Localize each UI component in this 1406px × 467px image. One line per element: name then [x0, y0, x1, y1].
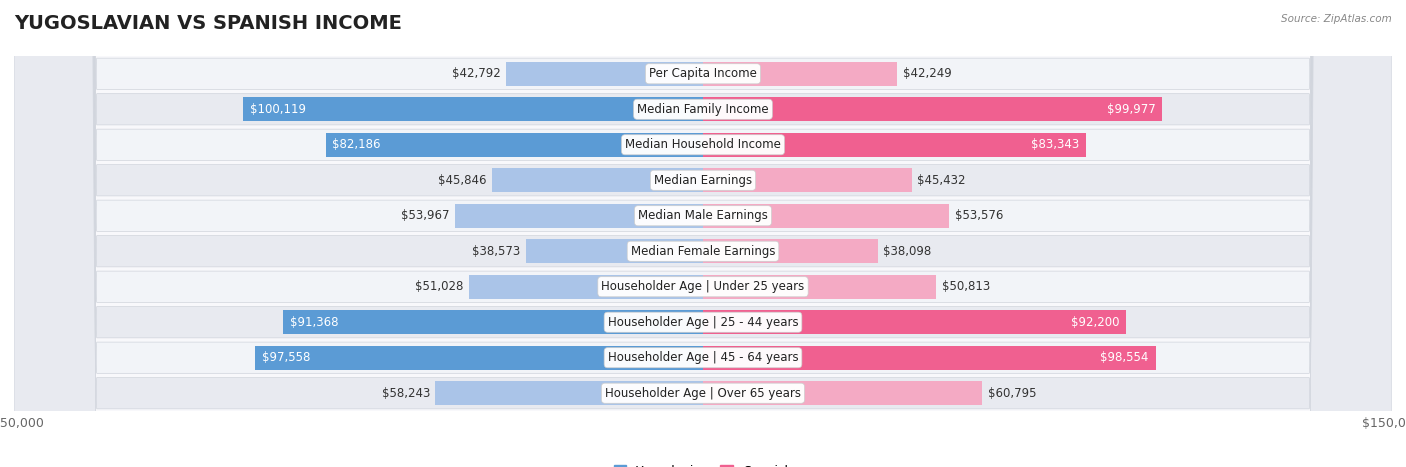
Text: $45,846: $45,846 [439, 174, 486, 187]
FancyBboxPatch shape [14, 0, 1392, 467]
Text: $38,098: $38,098 [883, 245, 932, 258]
Text: $53,967: $53,967 [401, 209, 450, 222]
FancyBboxPatch shape [14, 0, 1392, 467]
Text: $100,119: $100,119 [250, 103, 307, 116]
Bar [703, 133, 1085, 157]
Text: $38,573: $38,573 [472, 245, 520, 258]
Text: Householder Age | 25 - 44 years: Householder Age | 25 - 44 years [607, 316, 799, 329]
FancyBboxPatch shape [14, 0, 1392, 467]
Text: Median Household Income: Median Household Income [626, 138, 780, 151]
Bar [243, 97, 703, 121]
Bar [468, 275, 703, 299]
Text: Householder Age | Under 25 years: Householder Age | Under 25 years [602, 280, 804, 293]
Bar [703, 62, 897, 86]
Text: $82,186: $82,186 [332, 138, 381, 151]
Text: Source: ZipAtlas.com: Source: ZipAtlas.com [1281, 14, 1392, 24]
Text: Householder Age | Over 65 years: Householder Age | Over 65 years [605, 387, 801, 400]
FancyBboxPatch shape [14, 0, 1392, 467]
Bar [703, 310, 1126, 334]
Text: $42,792: $42,792 [453, 67, 501, 80]
Bar [456, 204, 703, 228]
Bar [703, 204, 949, 228]
Bar [492, 168, 703, 192]
Bar [703, 168, 911, 192]
Text: Per Capita Income: Per Capita Income [650, 67, 756, 80]
Bar [284, 310, 703, 334]
Bar [703, 381, 983, 405]
FancyBboxPatch shape [14, 0, 1392, 467]
Legend: Yugoslavian, Spanish: Yugoslavian, Spanish [609, 460, 797, 467]
Text: $83,343: $83,343 [1031, 138, 1078, 151]
Text: $58,243: $58,243 [381, 387, 430, 400]
Bar [326, 133, 703, 157]
Text: Median Male Earnings: Median Male Earnings [638, 209, 768, 222]
Text: $45,432: $45,432 [917, 174, 966, 187]
Bar [703, 275, 936, 299]
FancyBboxPatch shape [14, 0, 1392, 467]
Text: $42,249: $42,249 [903, 67, 952, 80]
Text: $53,576: $53,576 [955, 209, 1002, 222]
FancyBboxPatch shape [14, 0, 1392, 467]
Bar [436, 381, 703, 405]
Text: Median Female Earnings: Median Female Earnings [631, 245, 775, 258]
Bar [506, 62, 703, 86]
Text: $60,795: $60,795 [988, 387, 1036, 400]
Text: Householder Age | 45 - 64 years: Householder Age | 45 - 64 years [607, 351, 799, 364]
Bar [254, 346, 703, 370]
Bar [703, 97, 1163, 121]
Text: Median Earnings: Median Earnings [654, 174, 752, 187]
FancyBboxPatch shape [14, 0, 1392, 467]
Text: $91,368: $91,368 [290, 316, 339, 329]
Text: $92,200: $92,200 [1071, 316, 1119, 329]
FancyBboxPatch shape [14, 0, 1392, 467]
Text: $50,813: $50,813 [942, 280, 990, 293]
Text: YUGOSLAVIAN VS SPANISH INCOME: YUGOSLAVIAN VS SPANISH INCOME [14, 14, 402, 33]
Text: Median Family Income: Median Family Income [637, 103, 769, 116]
Bar [703, 346, 1156, 370]
Bar [526, 239, 703, 263]
FancyBboxPatch shape [14, 0, 1392, 467]
Bar [703, 239, 877, 263]
Text: $98,554: $98,554 [1101, 351, 1149, 364]
Text: $97,558: $97,558 [262, 351, 311, 364]
Text: $99,977: $99,977 [1107, 103, 1156, 116]
Text: $51,028: $51,028 [415, 280, 463, 293]
